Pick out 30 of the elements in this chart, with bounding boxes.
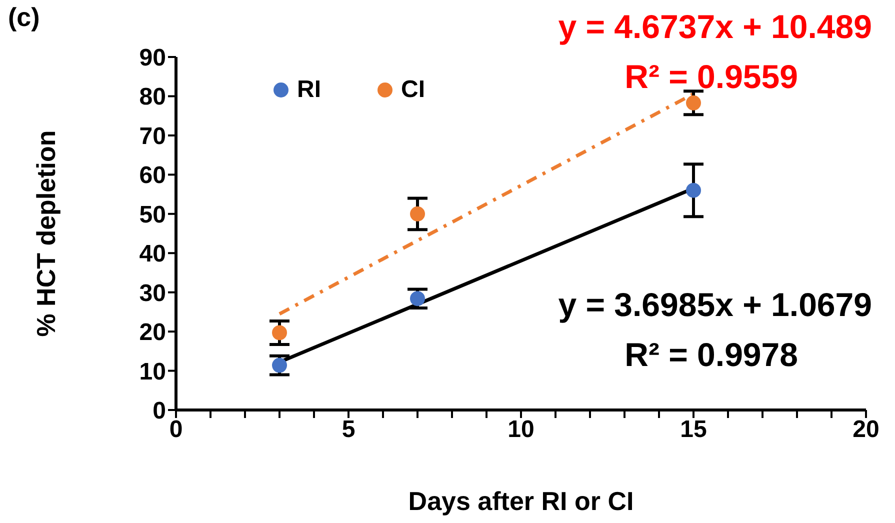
text: y = 4.6737x + 10.489 [558,8,872,46]
annotation: R² = 0.9559 [624,58,798,96]
point [686,95,701,110]
x-tick-label: 5 [342,416,356,444]
y-tick-label: 90 [139,44,166,72]
annotation: R² = 0.9978 [624,336,798,374]
y-tick-label: 20 [139,319,166,346]
point [410,206,425,222]
y-tick-label: 10 [139,358,166,386]
point [272,325,287,340]
y-tick-label: 40 [139,240,166,268]
y-axis-title: % HCT depletion [31,130,62,337]
legend-label: RI [297,76,321,104]
x-tick-label: 10 [508,416,534,444]
text: (c) [8,2,40,33]
point [686,182,701,198]
y-tick-label: 30 [139,280,166,307]
x-tick-label: 20 [852,416,880,444]
point [410,291,425,306]
y-tick-label: 60 [139,162,166,190]
y-tick-label: 50 [139,201,166,228]
y-tick-label: 0 [152,398,166,425]
legend-label: CI [401,76,425,104]
x-tick-label: 15 [680,416,707,444]
point [272,358,287,373]
y-tick-label: 70 [139,122,166,150]
annotation: y = 3.6985x + 1.0679 [558,286,872,324]
y-tick-label: 80 [139,84,166,111]
x-tick-label: 0 [169,416,183,444]
x-axis-title: Days after RI or CI [408,486,634,516]
